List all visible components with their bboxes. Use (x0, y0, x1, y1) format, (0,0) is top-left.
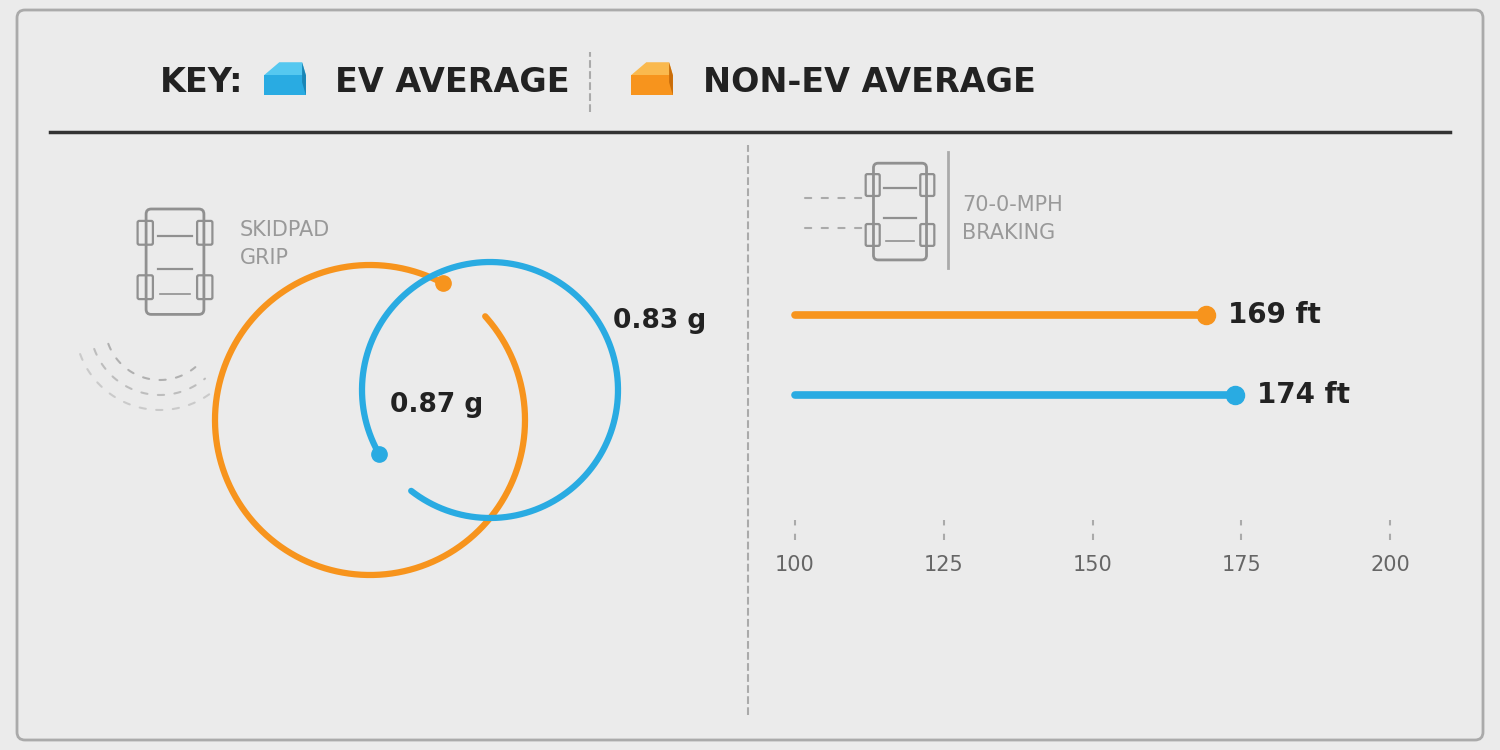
Text: KEY:: KEY: (160, 65, 243, 98)
Polygon shape (632, 62, 674, 75)
Polygon shape (302, 62, 306, 95)
Text: 175: 175 (1221, 555, 1262, 575)
Text: SKIDPAD
GRIP: SKIDPAD GRIP (240, 220, 330, 268)
Text: 0.87 g: 0.87 g (390, 392, 483, 418)
Polygon shape (669, 62, 674, 95)
Text: EV AVERAGE: EV AVERAGE (334, 65, 570, 98)
Text: 70-0-MPH
BRAKING: 70-0-MPH BRAKING (962, 195, 1062, 243)
Text: 174 ft: 174 ft (1257, 381, 1350, 409)
Text: 169 ft: 169 ft (1227, 301, 1320, 329)
Text: 200: 200 (1370, 555, 1410, 575)
Text: 150: 150 (1072, 555, 1113, 575)
Polygon shape (264, 62, 306, 75)
Text: 100: 100 (776, 555, 814, 575)
Polygon shape (632, 75, 674, 95)
Polygon shape (264, 75, 306, 95)
Text: 125: 125 (924, 555, 963, 575)
Text: NON-EV AVERAGE: NON-EV AVERAGE (704, 65, 1036, 98)
Text: 0.83 g: 0.83 g (614, 308, 706, 334)
FancyBboxPatch shape (16, 10, 1484, 740)
